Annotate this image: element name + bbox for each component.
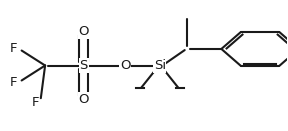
Text: O: O <box>120 59 131 72</box>
Text: F: F <box>10 76 17 89</box>
Text: F: F <box>31 96 39 109</box>
Text: Si: Si <box>154 59 166 72</box>
Text: O: O <box>79 93 89 106</box>
Text: O: O <box>79 25 89 38</box>
Text: S: S <box>79 59 88 72</box>
Text: F: F <box>10 42 17 55</box>
